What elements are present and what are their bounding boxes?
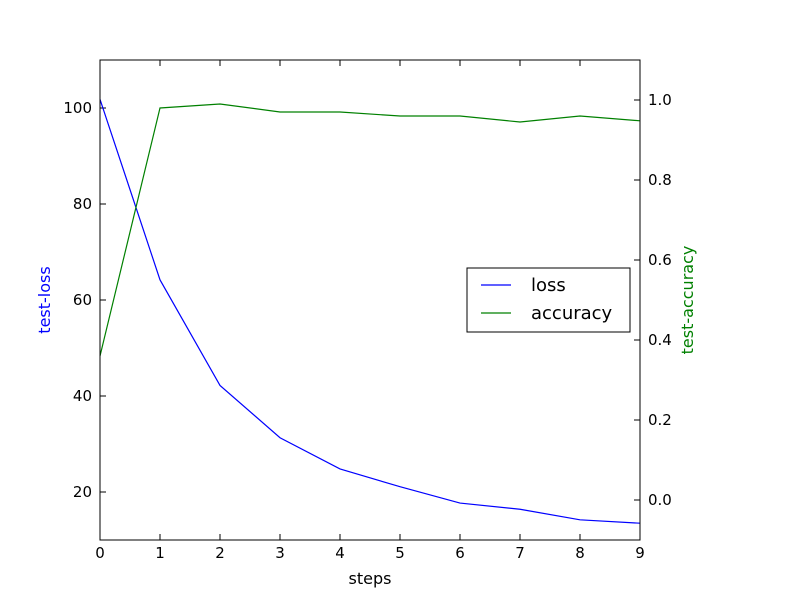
right-y-tick-label: 0.4 xyxy=(648,331,672,349)
legend-label-accuracy: accuracy xyxy=(531,303,613,324)
series-line-accuracy xyxy=(99,103,641,357)
right-y-tick-label: 0.6 xyxy=(648,251,672,269)
legend: loss accuracy xyxy=(466,267,631,333)
x-tick-label: 1 xyxy=(155,544,165,562)
left-y-tick-label: 100 xyxy=(63,99,92,117)
series-layer xyxy=(99,99,641,524)
x-tick-label: 6 xyxy=(455,544,465,562)
right-y-tick-label: 0.2 xyxy=(648,411,672,429)
right-y-tick-label: 0.8 xyxy=(648,171,672,189)
right-y-tick-label: 1.0 xyxy=(648,91,672,109)
x-tick-label: 5 xyxy=(395,544,405,562)
plot-frame xyxy=(99,59,641,541)
legend-label-loss: loss xyxy=(531,275,566,296)
x-tick-label: 8 xyxy=(575,544,585,562)
left-y-tick-label: 80 xyxy=(73,195,92,213)
x-tick-label: 7 xyxy=(515,544,525,562)
left-y-tick-label: 60 xyxy=(73,291,92,309)
left-y-tick-label: 20 xyxy=(73,483,92,501)
right-y-tick-label: 0.0 xyxy=(648,491,672,509)
x-tick-label: 0 xyxy=(95,544,105,562)
x-axis-ticks: 0 1 2 3 4 5 6 7 8 9 xyxy=(95,60,645,562)
right-y-axis-ticks: 0.0 0.2 0.4 0.6 0.8 1.0 xyxy=(634,91,672,509)
x-tick-label: 4 xyxy=(335,544,345,562)
x-tick-label: 9 xyxy=(635,544,645,562)
left-y-axis-label: test-loss xyxy=(35,266,54,333)
x-axis-label: steps xyxy=(349,569,392,588)
legend-items: loss accuracy xyxy=(481,275,613,324)
legend-box xyxy=(466,267,631,333)
x-tick-label: 3 xyxy=(275,544,285,562)
x-tick-label: 2 xyxy=(215,544,225,562)
left-y-tick-label: 40 xyxy=(73,387,92,405)
series-line-loss xyxy=(99,99,641,524)
right-y-axis-label: test-accuracy xyxy=(678,246,697,355)
left-y-axis-ticks: 20 40 60 80 100 xyxy=(63,99,106,501)
